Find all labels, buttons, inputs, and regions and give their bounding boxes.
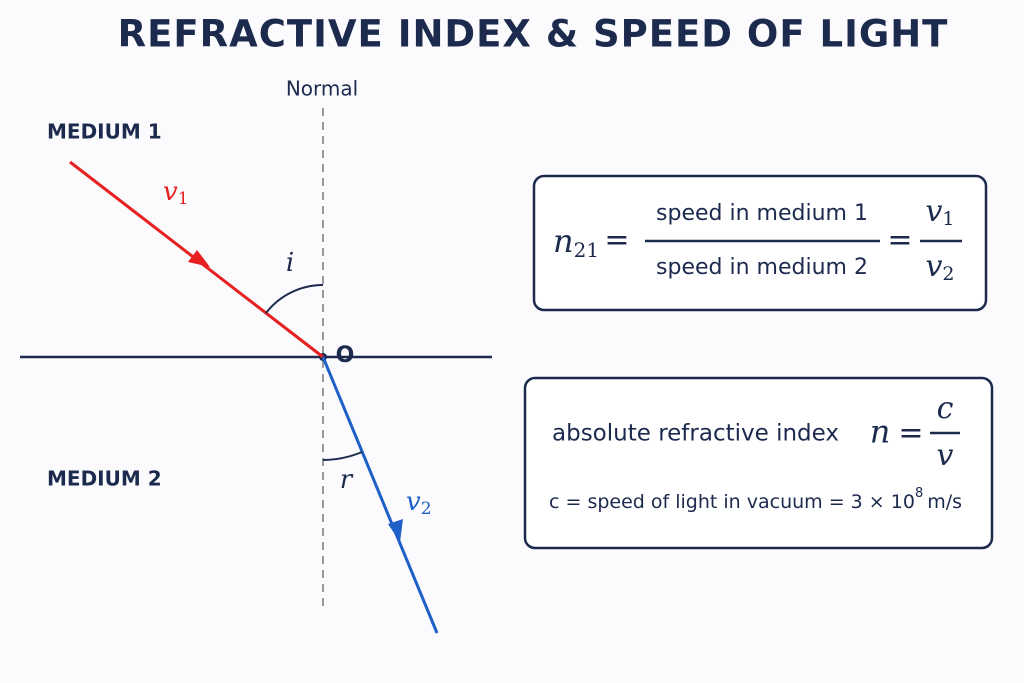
- formula-note: c = speed of light in vacuum = 3 × 108 m/…: [549, 486, 962, 513]
- formula-box: [532, 174, 988, 312]
- numerator: v1: [925, 194, 954, 230]
- arrowhead: [188, 250, 210, 267]
- note-text: c = speed of light in vacuum = 3 × 10: [549, 491, 915, 513]
- superscript: 8: [915, 486, 923, 501]
- formula-lhs: n21: [553, 222, 599, 262]
- equals: =: [887, 223, 912, 258]
- angle-arc: [265, 284, 324, 314]
- subscript: 2: [942, 263, 954, 285]
- angle-arc: [322, 451, 363, 461]
- subscript: 1: [942, 208, 954, 230]
- arrowhead: [388, 519, 403, 542]
- numerator: speed in medium 1: [656, 201, 868, 226]
- symbol: v: [163, 177, 178, 207]
- symbol: n: [553, 222, 574, 260]
- medium-label: MEDIUM 2: [47, 467, 162, 491]
- refracted-ray: [321, 356, 439, 634]
- equals: =: [898, 416, 923, 451]
- symbol: v: [406, 487, 421, 517]
- speed-label: v2: [406, 487, 432, 519]
- denominator: v: [937, 438, 954, 473]
- medium-label: MEDIUM 1: [47, 120, 162, 144]
- angle-label: i: [286, 248, 294, 278]
- normal-label: Normal: [286, 77, 358, 101]
- denominator: v2: [925, 249, 954, 285]
- formula-box: [523, 376, 994, 550]
- symbol: v: [925, 249, 942, 284]
- denominator: speed in medium 2: [656, 255, 868, 280]
- equals: =: [604, 223, 629, 258]
- subscript: 21: [574, 238, 599, 262]
- title: REFRACTIVE INDEX & SPEED OF LIGHT: [118, 13, 949, 56]
- unit: m/s: [927, 491, 962, 513]
- symbol: n: [870, 413, 891, 451]
- speed-label: v1: [163, 177, 189, 209]
- subscript: 2: [421, 499, 432, 519]
- angle-label: r: [340, 465, 354, 495]
- numerator: c: [937, 391, 954, 426]
- symbol: v: [925, 194, 942, 229]
- point-label: O: [336, 343, 355, 368]
- formula-label: absolute refractive index: [552, 421, 839, 447]
- subscript: 1: [178, 189, 189, 209]
